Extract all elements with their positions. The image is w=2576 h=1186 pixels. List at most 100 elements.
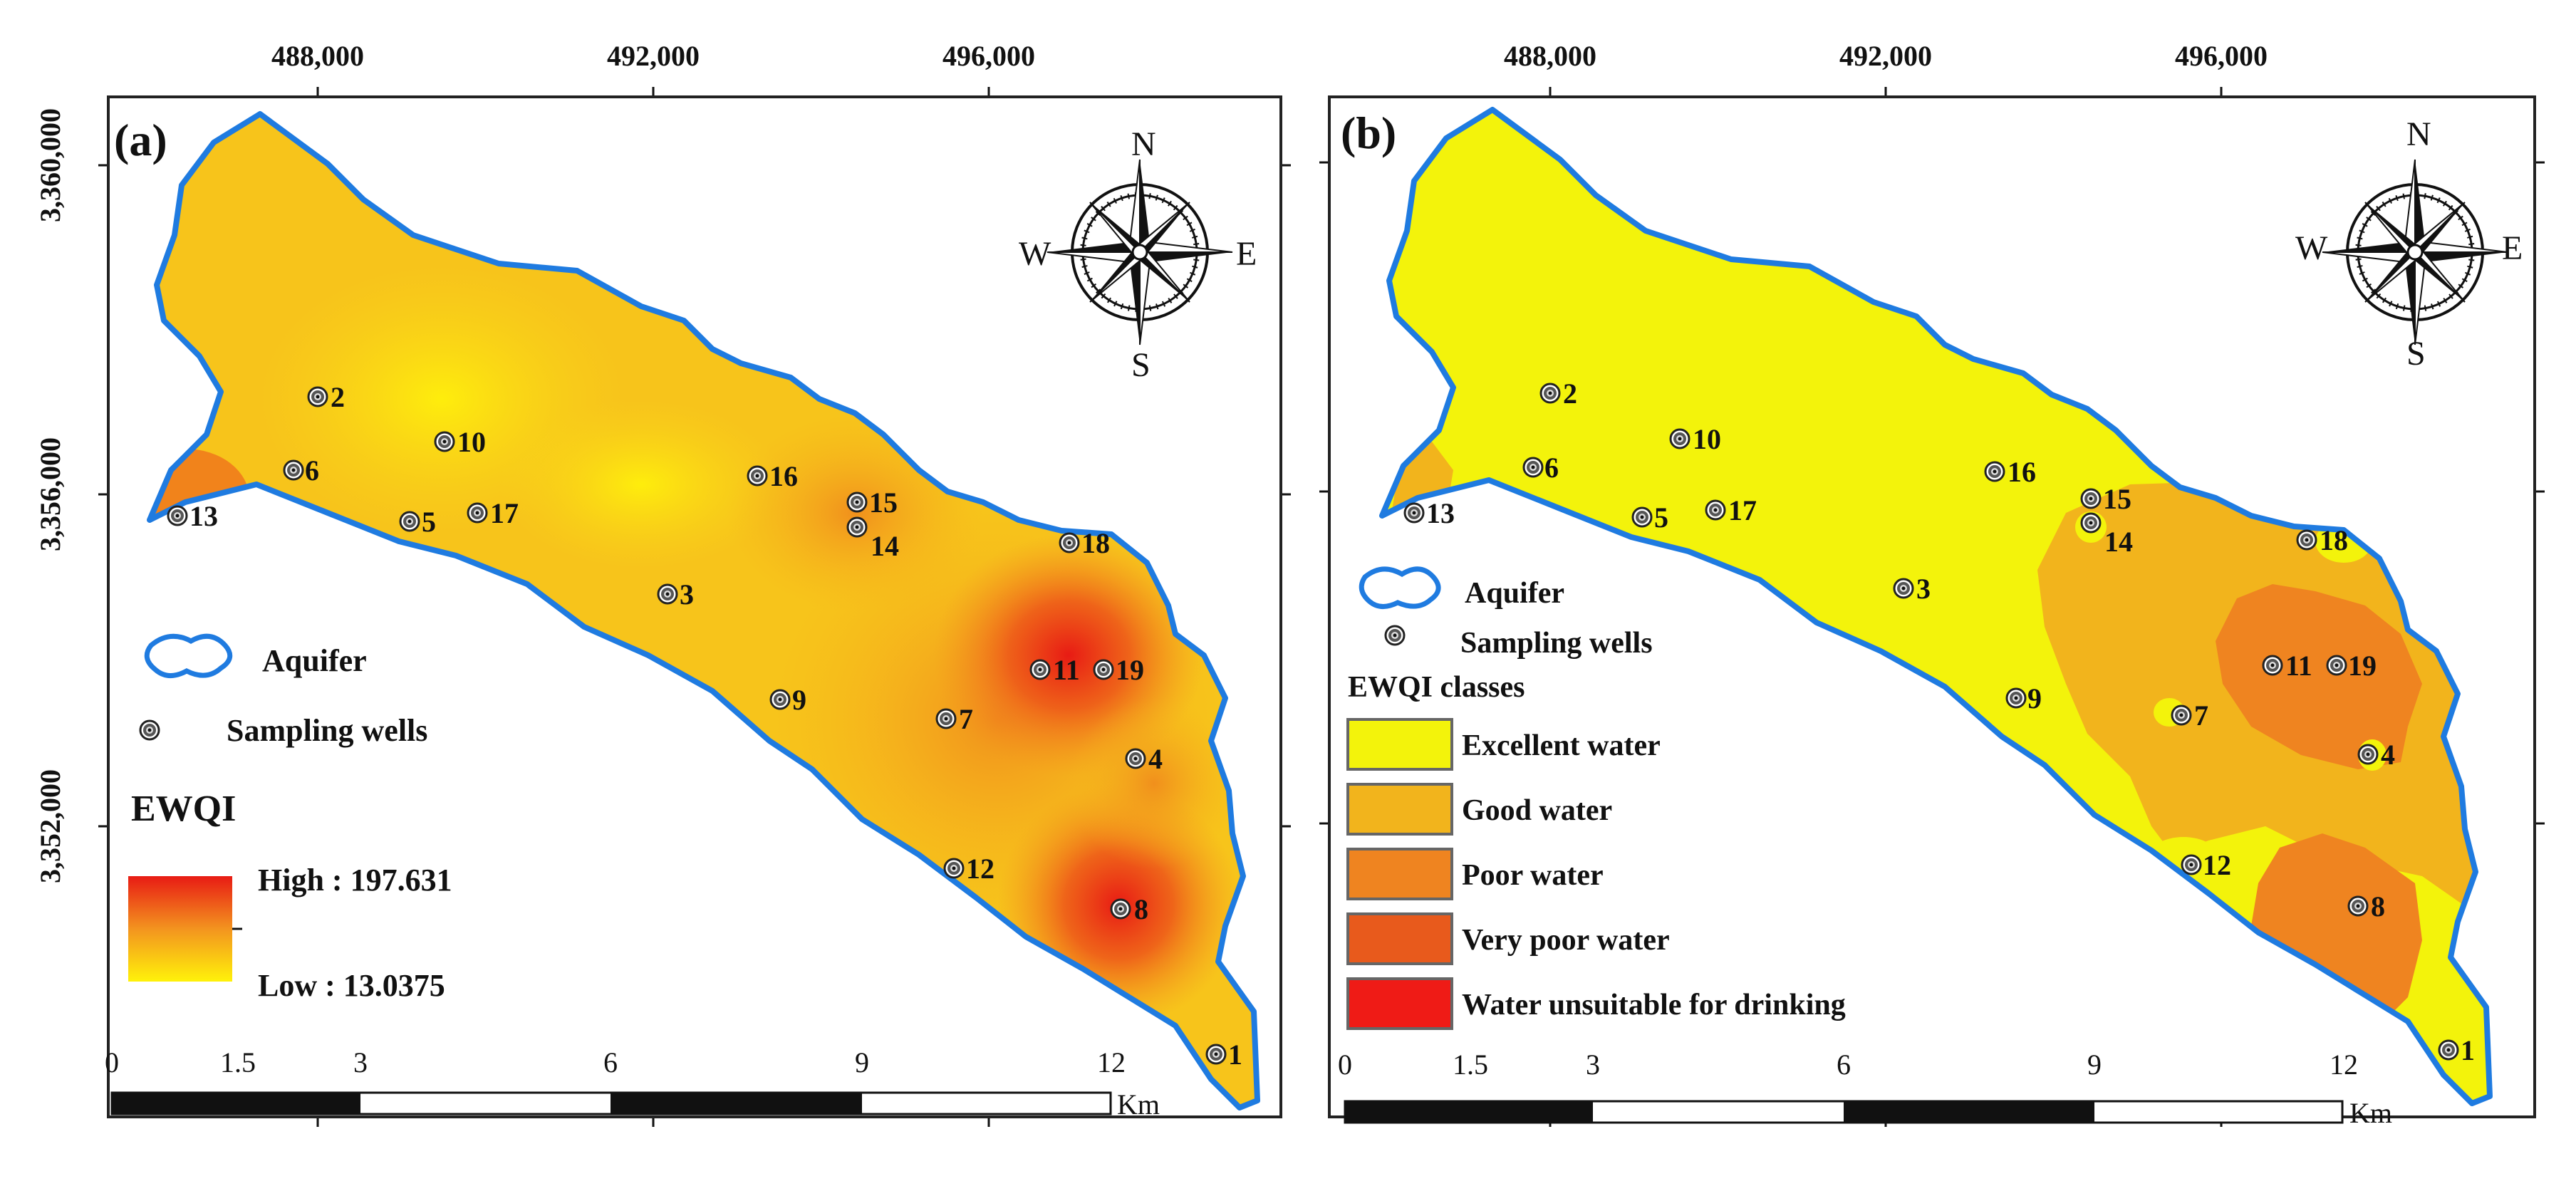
svg-text:1: 1 xyxy=(2461,1034,2475,1066)
well-marker: 11 xyxy=(1029,654,1080,686)
aquifer-legend-icon xyxy=(144,633,233,678)
well-layer-a: 1 2 4 5 6 8 10 11 12 13 14 15 16 17 18 1… xyxy=(167,381,1242,1071)
panel-a-letter: (a) xyxy=(114,115,167,165)
svg-text:Km: Km xyxy=(2349,1097,2392,1129)
svg-text:2: 2 xyxy=(1563,378,1577,410)
well-marker: 6 xyxy=(1522,452,1559,484)
legend-wells-label: Sampling wells xyxy=(227,713,427,748)
panel-a: 1 2 4 5 6 8 10 11 12 13 14 15 16 17 18 1… xyxy=(114,111,1260,1110)
north-arrow-icon xyxy=(2322,160,2508,345)
svg-text:3: 3 xyxy=(1916,573,1931,605)
well-marker: 18 xyxy=(1059,527,1110,559)
axis-ticks: 488,000 492,000 496,000 3,360,000 3,356,… xyxy=(34,40,2545,1127)
well-layer-b: 1 2 4 5 6 8 10 11 12 13 14 15 16 17 18 1… xyxy=(1403,378,2475,1066)
legend-class-label: Good water xyxy=(1462,794,1612,827)
svg-text:12: 12 xyxy=(2203,849,2231,881)
x-tick-label: 492,000 xyxy=(1839,40,1932,72)
svg-text:16: 16 xyxy=(2008,456,2036,488)
legend-b: Aquifer Sampling wells EWQI classes Exce… xyxy=(1346,566,1846,1030)
well-marker: 9 xyxy=(2005,682,2042,714)
compass-s: S xyxy=(1131,346,1151,384)
well-marker: 2 xyxy=(1539,378,1577,410)
svg-text:10: 10 xyxy=(1693,423,1721,455)
legend-class-label: Water unsuitable for drinking xyxy=(1462,989,1846,1021)
svg-text:4: 4 xyxy=(2381,739,2395,771)
scale-bar-a: 0 1.5 3 6 9 12 Km xyxy=(105,1046,1160,1120)
well-marker: 14 xyxy=(2080,512,2133,558)
well-marker: 19 xyxy=(2326,650,2377,682)
svg-text:5: 5 xyxy=(422,506,436,538)
well-marker: 8 xyxy=(2347,890,2385,922)
svg-text:12: 12 xyxy=(966,853,994,885)
well-marker: 5 xyxy=(399,506,436,538)
svg-text:1.5: 1.5 xyxy=(220,1046,256,1078)
x-tick-label: 496,000 xyxy=(2175,40,2268,72)
compass-n: N xyxy=(1131,125,1156,163)
svg-text:9: 9 xyxy=(2027,682,2042,714)
svg-text:12: 12 xyxy=(2330,1049,2358,1081)
svg-text:12: 12 xyxy=(1097,1046,1126,1078)
svg-text:13: 13 xyxy=(1426,497,1455,529)
compass-w: W xyxy=(1019,235,1051,273)
well-legend-icon xyxy=(1384,625,1406,646)
svg-text:0: 0 xyxy=(105,1046,119,1078)
well-marker: 9 xyxy=(769,684,806,716)
legend-low-label: Low : 13.0375 xyxy=(258,968,445,1003)
legend-ewqi-title: EWQI xyxy=(131,789,236,829)
y-tick-label: 3,352,000 xyxy=(34,769,66,883)
legend-aquifer-label: Aquifer xyxy=(262,643,367,678)
svg-text:0: 0 xyxy=(1338,1049,1352,1081)
well-marker: 1 xyxy=(2438,1034,2475,1066)
svg-text:9: 9 xyxy=(855,1046,869,1078)
svg-text:18: 18 xyxy=(2320,524,2348,556)
well-marker: 17 xyxy=(1705,494,1757,526)
well-marker: 15 xyxy=(846,487,898,519)
legend-aquifer-label: Aquifer xyxy=(1465,577,1564,610)
svg-text:16: 16 xyxy=(769,460,798,492)
well-marker: 2 xyxy=(307,381,345,413)
well-marker: 14 xyxy=(846,516,899,562)
well-marker: 4 xyxy=(1125,743,1163,775)
panel-b-letter: (b) xyxy=(1341,108,1396,158)
compass-n: N xyxy=(2406,115,2431,153)
svg-text:8: 8 xyxy=(1134,893,1148,925)
x-tick-label: 492,000 xyxy=(607,40,700,72)
svg-text:6: 6 xyxy=(1837,1049,1851,1081)
well-marker: 7 xyxy=(935,703,973,735)
compass-w: W xyxy=(2295,229,2328,267)
svg-text:13: 13 xyxy=(189,500,218,532)
legend-class-label: Poor water xyxy=(1462,859,1604,892)
y-tick-label: 3,360,000 xyxy=(34,108,66,222)
well-marker: 10 xyxy=(434,426,486,458)
svg-text:17: 17 xyxy=(1728,494,1757,526)
well-marker: 6 xyxy=(283,454,319,487)
svg-text:11: 11 xyxy=(2285,650,2312,682)
well-marker: 18 xyxy=(2296,524,2348,556)
legend-a: Aquifer Sampling wells EWQI High : 197.6… xyxy=(128,633,452,1003)
svg-text:19: 19 xyxy=(1116,654,1144,686)
svg-text:7: 7 xyxy=(2194,699,2208,732)
well-marker: 3 xyxy=(657,578,694,610)
x-tick-label: 496,000 xyxy=(942,40,1035,72)
svg-text:9: 9 xyxy=(2087,1049,2102,1081)
panel-b: 1 2 4 5 6 8 10 11 12 13 14 15 16 17 18 1… xyxy=(1341,95,2523,1140)
scale-bar-b: 0 1.5 3 6 9 12 Km xyxy=(1338,1049,2392,1129)
well-marker: 16 xyxy=(747,460,798,492)
well-legend-icon xyxy=(139,719,160,741)
x-tick-label: 488,000 xyxy=(271,40,364,72)
well-marker: 13 xyxy=(1403,497,1455,529)
well-marker: 16 xyxy=(1984,456,2036,488)
compass-s: S xyxy=(2406,335,2426,373)
well-marker: 1 xyxy=(1205,1039,1242,1071)
svg-text:3: 3 xyxy=(1586,1049,1600,1081)
svg-text:9: 9 xyxy=(792,684,806,716)
svg-text:2: 2 xyxy=(331,381,345,413)
well-marker: 3 xyxy=(1893,573,1931,605)
legend-classes-title: EWQI classes xyxy=(1348,671,1525,704)
svg-text:6: 6 xyxy=(603,1046,618,1078)
svg-text:4: 4 xyxy=(1148,743,1163,775)
svg-text:15: 15 xyxy=(869,487,898,519)
svg-text:10: 10 xyxy=(457,426,486,458)
legend-class-swatch xyxy=(1346,718,1453,771)
compass-e: E xyxy=(1236,235,1257,273)
